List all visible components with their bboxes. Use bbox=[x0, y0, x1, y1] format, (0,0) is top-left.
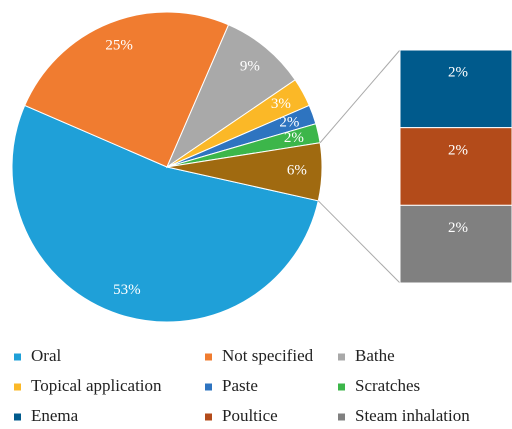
slice-label: 53% bbox=[113, 282, 141, 298]
legend-swatch bbox=[14, 353, 21, 361]
legend-label: Topical application bbox=[31, 376, 162, 395]
legend-swatch bbox=[205, 413, 212, 421]
segment-label: 2% bbox=[448, 142, 468, 158]
legend-swatch bbox=[338, 353, 345, 361]
legend-swatch bbox=[338, 383, 345, 391]
pie-slice bbox=[24, 11, 230, 168]
legend-swatch bbox=[14, 383, 21, 391]
pie-slice bbox=[11, 104, 319, 323]
segment-label: 2% bbox=[448, 220, 468, 236]
slice-label: 9% bbox=[240, 58, 260, 74]
legend-swatch bbox=[14, 413, 21, 421]
legend-label: Oral bbox=[31, 346, 61, 365]
bar-segment bbox=[399, 49, 512, 129]
bar-segment bbox=[399, 204, 512, 284]
slice-label: 3% bbox=[271, 96, 291, 112]
legend-label: Enema bbox=[31, 406, 79, 425]
legend-label: Bathe bbox=[355, 346, 395, 365]
slice-label: 25% bbox=[105, 38, 133, 54]
bar-segment bbox=[399, 127, 512, 206]
legend-label: Steam inhalation bbox=[355, 406, 470, 425]
connector bbox=[319, 49, 401, 144]
legend-label: Scratches bbox=[355, 376, 420, 395]
pie-slice bbox=[165, 24, 296, 169]
segment-label: 2% bbox=[448, 65, 468, 81]
legend-swatch bbox=[338, 413, 345, 421]
slice-label: 2% bbox=[284, 130, 304, 146]
slice-label: 2% bbox=[279, 114, 299, 130]
pie-slice bbox=[166, 142, 323, 202]
connector bbox=[317, 200, 401, 284]
slice-label: 6% bbox=[287, 163, 307, 179]
legend-swatch bbox=[205, 353, 212, 361]
legend-label: Poultice bbox=[222, 406, 278, 425]
legend-swatch bbox=[205, 383, 212, 391]
legend-label: Paste bbox=[222, 376, 258, 395]
legend-label: Not specified bbox=[222, 346, 314, 365]
